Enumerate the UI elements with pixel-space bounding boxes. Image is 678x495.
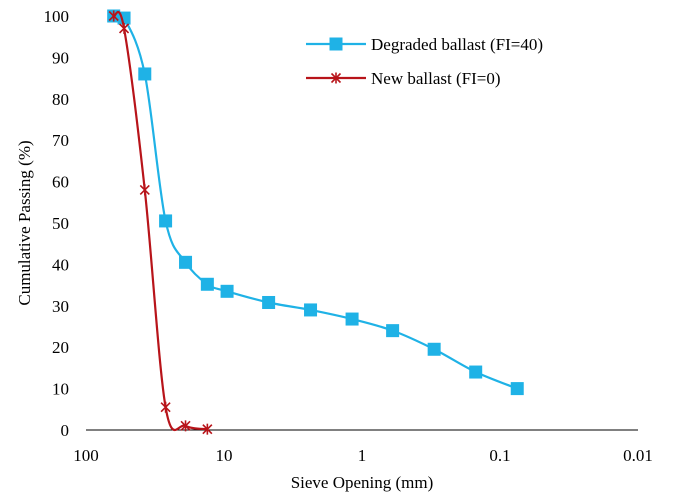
- series-1: [107, 9, 524, 396]
- legend-item: Degraded ballast (FI=40): [306, 35, 543, 54]
- legend-marker: [330, 72, 342, 84]
- data-point: [180, 420, 191, 432]
- series-layer: [107, 9, 524, 435]
- legend-item: New ballast (FI=0): [306, 69, 501, 88]
- y-tick-label: 60: [52, 173, 69, 192]
- data-point: [179, 255, 193, 269]
- y-tick-label: 100: [44, 7, 70, 26]
- data-point: [108, 10, 119, 22]
- series-2: [108, 10, 213, 435]
- data-point: [139, 184, 150, 196]
- x-tick-label: 100: [73, 446, 99, 465]
- data-point: [160, 401, 171, 413]
- x-tick-label: 10: [216, 446, 233, 465]
- data-point: [118, 22, 130, 34]
- y-tick-label: 50: [52, 214, 69, 233]
- data-point: [469, 365, 483, 379]
- data-point: [202, 423, 213, 435]
- x-tick-label: 0.1: [489, 446, 510, 465]
- x-tick-label: 1: [358, 446, 367, 465]
- y-axis-title: Cumulative Passing (%): [15, 140, 34, 305]
- y-tick-label: 90: [52, 48, 69, 67]
- y-tick-label: 0: [61, 421, 70, 440]
- legend-marker: [329, 37, 343, 51]
- data-point: [200, 277, 214, 291]
- data-point: [138, 67, 152, 81]
- legend: Degraded ballast (FI=40) New ballast (FI=…: [306, 35, 543, 88]
- data-point: [386, 324, 400, 338]
- data-point: [159, 214, 173, 228]
- y-tick-label: 10: [52, 380, 69, 399]
- x-axis-ticks: 100 10 1 0.1 0.01: [73, 446, 653, 465]
- data-point: [304, 303, 318, 317]
- data-point: [427, 342, 441, 356]
- data-point: [510, 382, 524, 396]
- y-tick-label: 80: [52, 90, 69, 109]
- x-tick-label: 0.01: [623, 446, 653, 465]
- y-tick-label: 20: [52, 338, 69, 357]
- legend-label: Degraded ballast (FI=40): [371, 35, 543, 54]
- y-tick-label: 30: [52, 297, 69, 316]
- y-tick-label: 70: [52, 131, 69, 150]
- data-point: [345, 312, 359, 326]
- y-axis-ticks: 0 10 20 30 40 50 60 70 80 90 100: [44, 7, 70, 440]
- legend-label: New ballast (FI=0): [371, 69, 501, 88]
- data-point: [220, 284, 234, 298]
- y-tick-label: 40: [52, 255, 69, 274]
- data-point: [262, 295, 276, 309]
- x-axis-title: Sieve Opening (mm): [291, 473, 434, 492]
